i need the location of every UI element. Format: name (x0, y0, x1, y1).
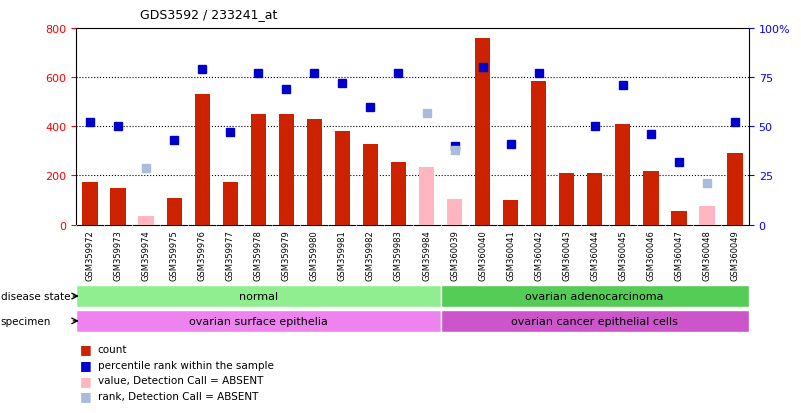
Bar (447, 199, 462, 225)
Bar (76, 310, 441, 332)
Bar (139, 216, 154, 225)
Text: GSM360046: GSM360046 (646, 230, 655, 280)
Text: GSM359977: GSM359977 (226, 230, 235, 280)
Text: percentile rank within the sample: percentile rank within the sample (98, 360, 274, 370)
Text: GSM359972: GSM359972 (86, 230, 95, 280)
Text: ovarian cancer epithelial cells: ovarian cancer epithelial cells (511, 316, 678, 326)
Text: ■: ■ (80, 342, 92, 356)
Text: ■: ■ (80, 374, 92, 387)
Text: GSM359979: GSM359979 (282, 230, 291, 280)
Bar (699, 206, 714, 225)
Bar (251, 115, 266, 225)
Text: GDS3592 / 233241_at: GDS3592 / 233241_at (140, 8, 278, 21)
Text: GSM359981: GSM359981 (338, 230, 347, 280)
Text: GSM360040: GSM360040 (478, 230, 487, 280)
Bar (503, 201, 518, 225)
Bar (475, 39, 490, 225)
Text: GSM360043: GSM360043 (562, 230, 571, 280)
Bar (727, 154, 743, 225)
Bar (587, 173, 602, 225)
Text: GSM359974: GSM359974 (142, 230, 151, 280)
Bar (419, 167, 434, 225)
Text: ovarian surface epithelia: ovarian surface epithelia (189, 316, 328, 326)
Text: GSM359980: GSM359980 (310, 230, 319, 280)
Bar (223, 182, 238, 225)
Text: normal: normal (239, 291, 278, 301)
Text: ■: ■ (80, 358, 92, 371)
Text: GSM359982: GSM359982 (366, 230, 375, 280)
Bar (391, 163, 406, 225)
Bar (195, 95, 210, 225)
Text: GSM360039: GSM360039 (450, 230, 459, 280)
Text: GSM359973: GSM359973 (114, 230, 123, 280)
Bar (671, 211, 686, 225)
Text: GSM359978: GSM359978 (254, 230, 263, 280)
Text: GSM360049: GSM360049 (731, 230, 739, 280)
Bar (363, 144, 378, 225)
Bar (559, 173, 574, 225)
Bar (111, 188, 126, 225)
Text: GSM360047: GSM360047 (674, 230, 683, 280)
Bar (279, 115, 294, 225)
Text: GSM360048: GSM360048 (702, 230, 711, 280)
Text: GSM360044: GSM360044 (590, 230, 599, 280)
Text: GSM360041: GSM360041 (506, 230, 515, 280)
Text: GSM359984: GSM359984 (422, 230, 431, 280)
Text: GSM360045: GSM360045 (618, 230, 627, 280)
Text: count: count (98, 344, 127, 354)
Text: rank, Detection Call = ABSENT: rank, Detection Call = ABSENT (98, 391, 258, 401)
Text: GSM360042: GSM360042 (534, 230, 543, 280)
Text: disease state: disease state (1, 291, 70, 301)
Bar (76, 285, 441, 308)
Text: value, Detection Call = ABSENT: value, Detection Call = ABSENT (98, 375, 263, 385)
Bar (643, 171, 658, 225)
Bar (335, 132, 350, 225)
Bar (307, 120, 322, 225)
Text: GSM359976: GSM359976 (198, 230, 207, 280)
Bar (167, 198, 182, 225)
Bar (441, 285, 749, 308)
Bar (441, 310, 749, 332)
Bar (83, 182, 98, 225)
Text: ovarian adenocarcinoma: ovarian adenocarcinoma (525, 291, 664, 301)
Bar (615, 125, 630, 225)
Bar (531, 82, 546, 225)
Text: ■: ■ (80, 389, 92, 403)
Text: GSM359983: GSM359983 (394, 230, 403, 280)
Text: GSM359975: GSM359975 (170, 230, 179, 280)
Text: specimen: specimen (1, 316, 51, 326)
